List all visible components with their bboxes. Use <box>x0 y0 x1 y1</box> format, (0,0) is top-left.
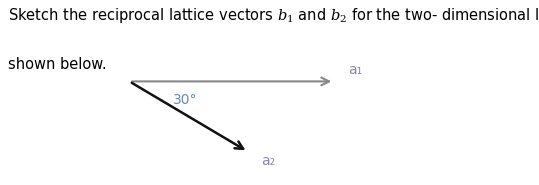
Text: a₂: a₂ <box>261 154 275 168</box>
Text: 30°: 30° <box>172 93 197 107</box>
Text: Sketch the reciprocal lattice vectors $b_1$ and $b_2$ for the two- dimensional l: Sketch the reciprocal lattice vectors $b… <box>8 6 539 25</box>
Text: shown below.: shown below. <box>8 57 107 72</box>
Text: a₁: a₁ <box>348 63 362 77</box>
